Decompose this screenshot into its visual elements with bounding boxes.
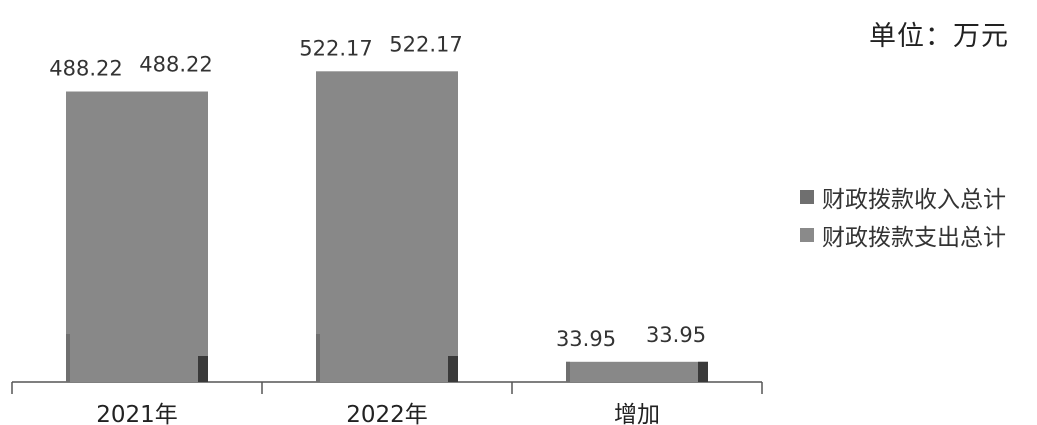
legend-swatch-income	[800, 190, 814, 204]
data-label-expense: 33.95	[646, 323, 706, 347]
x-tick-label: 2021年	[96, 402, 178, 425]
bar-series-expense	[448, 356, 458, 382]
data-label-income: 33.95	[556, 327, 616, 351]
data-label-income: 522.17	[299, 36, 372, 60]
data-label-income: 488.22	[49, 57, 122, 81]
bar-series-expense	[198, 356, 208, 382]
legend-swatch-expense	[800, 228, 814, 242]
x-tick-label: 增加	[614, 402, 660, 425]
bar-series-expense	[698, 361, 708, 382]
unit-label: 单位：万元	[869, 21, 1009, 52]
bar	[316, 71, 458, 383]
legend-item-expense: 财政拨款支出总计	[800, 216, 1006, 254]
x-tick-label: 2022年	[346, 402, 428, 425]
legend-item-income: 财政拨款收入总计	[800, 178, 1006, 216]
bar-series-income	[66, 334, 70, 382]
bar-series-income	[316, 334, 320, 382]
bar-series-income	[566, 361, 570, 382]
legend: 财政拨款收入总计 财政拨款支出总计	[800, 178, 1006, 254]
legend-label-income: 财政拨款收入总计	[822, 187, 1006, 213]
legend-label-expense: 财政拨款支出总计	[822, 225, 1006, 251]
bar	[66, 91, 208, 383]
bar	[566, 361, 708, 382]
data-label-expense: 522.17	[389, 32, 462, 56]
data-label-expense: 488.22	[139, 53, 212, 77]
